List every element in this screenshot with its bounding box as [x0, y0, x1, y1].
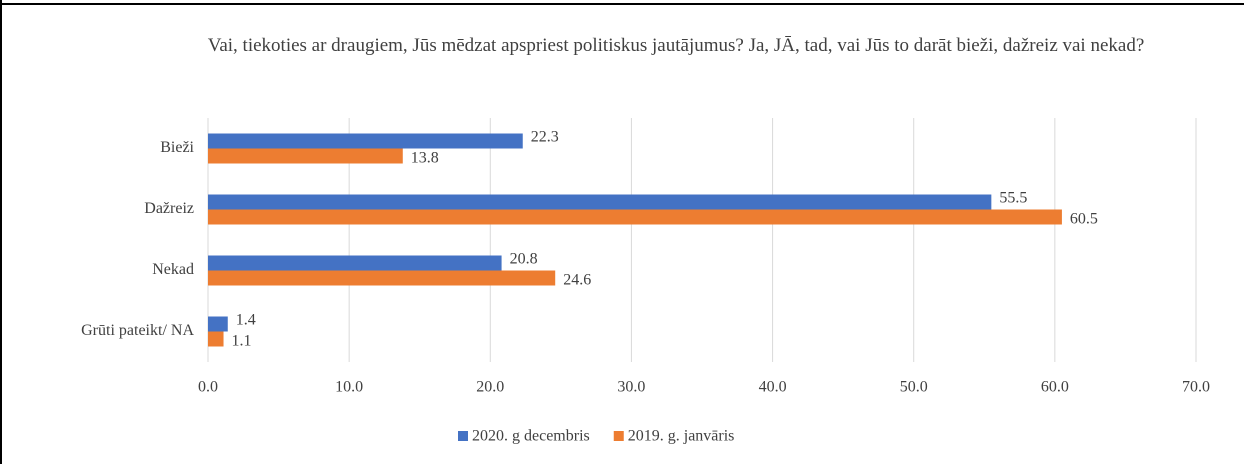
legend-label: 2020. g decembris: [472, 428, 590, 445]
data-label: 20.8: [510, 251, 538, 268]
x-tick-label: 10.0: [335, 379, 363, 396]
y-tick-label: Nekad: [152, 261, 194, 278]
legend-swatch: [458, 431, 468, 441]
bar: [208, 255, 502, 271]
bar: [208, 270, 556, 286]
bar: [208, 209, 1062, 225]
bar: [208, 148, 403, 164]
legend-label: 2019. g. janvāris: [628, 428, 735, 445]
y-tick-label: Bieži: [160, 139, 194, 156]
x-tick-label: 60.0: [1041, 379, 1069, 396]
x-tick-label: 0.0: [198, 379, 218, 396]
data-label: 60.5: [1070, 211, 1098, 228]
data-label: 1.1: [232, 333, 252, 350]
y-tick-label: Grūti pateikt/ NA: [81, 322, 194, 339]
bar: [208, 194, 992, 210]
x-tick-label: 20.0: [476, 379, 504, 396]
bar: [208, 331, 224, 347]
x-tick-label: 50.0: [900, 379, 928, 396]
bar: [208, 316, 228, 332]
x-tick-label: 40.0: [759, 379, 787, 396]
x-tick-label: 70.0: [1182, 379, 1210, 396]
legend-swatch: [613, 431, 624, 441]
data-label: 22.3: [531, 129, 559, 146]
y-tick-label: Dažreiz: [144, 200, 194, 217]
chart-title: Vai, tiekoties ar draugiem, Jūs mēdzat a…: [207, 35, 1145, 56]
data-label: 24.6: [563, 272, 591, 289]
data-label: 1.4: [236, 312, 256, 329]
bar: [208, 133, 523, 149]
data-label: 13.8: [411, 150, 439, 167]
data-label: 55.5: [999, 190, 1027, 207]
x-tick-label: 30.0: [617, 379, 645, 396]
